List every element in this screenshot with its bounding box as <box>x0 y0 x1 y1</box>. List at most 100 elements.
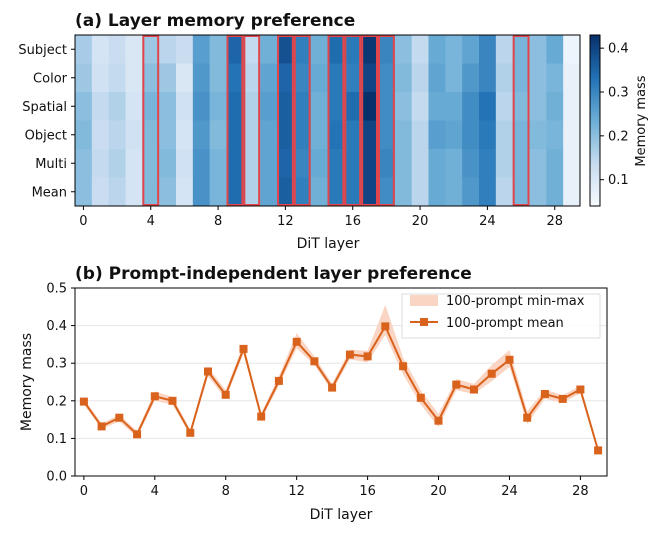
mean-markers <box>79 322 603 455</box>
heatmap-cell <box>260 120 278 150</box>
heatmap-cell <box>378 149 396 178</box>
heatmap-cell <box>91 177 110 207</box>
heatmap-cell <box>411 35 429 64</box>
heatmap-cell <box>462 177 480 207</box>
mean-marker <box>97 422 106 431</box>
heatmap-cell <box>91 63 110 93</box>
heatmap-cell <box>260 177 278 207</box>
heatmap-cell <box>378 35 396 64</box>
heatmap-cell <box>495 177 514 207</box>
heatmap-cell <box>277 149 295 178</box>
heatmap-cell <box>243 35 261 64</box>
heatmap-cells <box>75 35 581 207</box>
heatmap-row-label: Object <box>25 128 67 143</box>
heatmap-cell <box>445 63 463 93</box>
legend-band-swatch <box>410 295 438 306</box>
mean-marker <box>168 396 177 405</box>
heatmap-cell <box>260 92 278 121</box>
heatmap-cell <box>142 35 160 64</box>
colorbar-tick-label: 0.1 <box>608 173 629 188</box>
heatmap-x-tick-label: 16 <box>344 214 361 229</box>
heatmap-cell <box>529 92 547 121</box>
heatmap-x-tick-label: 12 <box>277 214 294 229</box>
heatmap-row-label: Multi <box>35 157 67 172</box>
mean-marker <box>540 390 549 398</box>
heatmap-cell <box>546 35 564 64</box>
heatmap-cell <box>159 35 177 64</box>
heatmap-cell <box>445 149 463 178</box>
heatmap-cell <box>344 177 362 207</box>
heatmap-cell <box>310 120 328 150</box>
heatmap-cell <box>310 177 328 207</box>
mean-marker <box>594 446 603 455</box>
heatmap-cell <box>428 120 446 150</box>
mean-marker <box>292 337 301 346</box>
heatmap-cell <box>546 92 564 121</box>
heatmap-cell <box>226 92 244 121</box>
heatmap-cell <box>293 120 312 150</box>
heatmap-cell <box>327 35 345 64</box>
heatmap-cell <box>327 177 345 207</box>
heatmap-cell <box>226 177 244 207</box>
heatmap-cell <box>243 149 261 178</box>
line-chart-x-tick-label: 28 <box>572 484 589 499</box>
line-chart-x-tick-label: 8 <box>222 484 230 499</box>
heatmap-cell <box>394 120 413 150</box>
mean-marker <box>416 393 425 402</box>
heatmap-x-ticks: 0 4 8 12 16 20 24 28 <box>79 206 563 229</box>
heatmap-cell <box>159 92 177 121</box>
heatmap-cell <box>125 35 143 64</box>
heatmap-cell <box>445 120 463 150</box>
heatmap-cell <box>411 63 429 93</box>
heatmap-cell <box>209 120 227 150</box>
heatmap-cell <box>108 120 126 150</box>
mean-marker <box>363 352 372 361</box>
mean-marker <box>452 380 461 389</box>
heatmap-cell <box>479 120 497 150</box>
heatmap-cell <box>327 92 345 121</box>
heatmap-cell <box>125 92 143 121</box>
heatmap-cell <box>226 63 244 93</box>
heatmap-cell <box>209 63 227 93</box>
heatmap-cell <box>529 177 547 207</box>
heatmap-cell <box>293 63 312 93</box>
heatmap-cell <box>411 149 429 178</box>
heatmap-cell <box>209 92 227 121</box>
highlighted-layer-box <box>226 35 244 206</box>
heatmap-cell <box>176 177 194 207</box>
heatmap-cell <box>495 92 514 121</box>
heatmap-cell <box>394 149 413 178</box>
heatmap-cell <box>310 63 328 93</box>
heatmap-cell <box>361 63 379 93</box>
heatmap-title: (a) Layer memory preference <box>75 11 355 31</box>
highlighted-layer-box <box>327 35 345 206</box>
mean-marker <box>381 322 390 331</box>
heatmap-cell <box>563 149 581 178</box>
heatmap-cell <box>445 92 463 121</box>
heatmap-cell <box>91 92 110 121</box>
heatmap-cell <box>512 92 530 121</box>
mean-marker <box>399 362 408 371</box>
heatmap-cell <box>277 92 295 121</box>
heatmap-cell <box>192 120 211 150</box>
line-panel: (b) Prompt-independent layer preference … <box>19 264 608 523</box>
heatmap-cell <box>108 35 126 64</box>
heatmap-cell <box>310 149 328 178</box>
heatmap-highlights <box>142 35 530 206</box>
heatmap-cell <box>176 149 194 178</box>
heatmap-cell <box>428 63 446 93</box>
heatmap-cell <box>563 177 581 207</box>
heatmap-cell <box>159 63 177 93</box>
heatmap-cell <box>327 63 345 93</box>
mean-marker <box>186 428 195 437</box>
heatmap-x-tick-label: 24 <box>479 214 496 229</box>
mean-marker <box>133 430 142 439</box>
heatmap-cell <box>293 35 312 64</box>
heatmap-cell <box>176 35 194 64</box>
heatmap-cell <box>428 177 446 207</box>
heatmap-cell <box>344 149 362 178</box>
heatmap-cell <box>563 120 581 150</box>
heatmap-cell <box>192 177 211 207</box>
heatmap-cell <box>378 120 396 150</box>
heatmap-cell <box>277 63 295 93</box>
